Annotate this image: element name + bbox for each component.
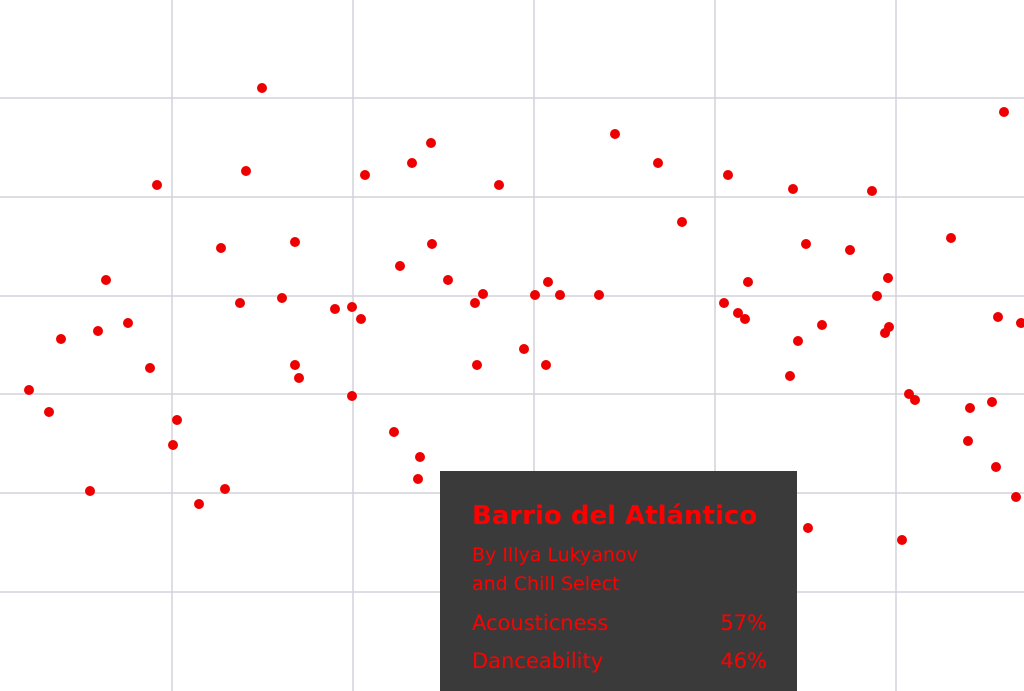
data-point[interactable] — [872, 291, 882, 301]
data-point[interactable] — [93, 326, 103, 336]
data-point[interactable] — [991, 462, 1001, 472]
data-point[interactable] — [785, 371, 795, 381]
data-point[interactable] — [897, 535, 907, 545]
data-point[interactable] — [963, 436, 973, 446]
stat-value: 46% — [720, 642, 767, 680]
data-point[interactable] — [356, 314, 366, 324]
tooltip-artist-line-1: By Illya Lukyanov — [472, 541, 767, 570]
data-point[interactable] — [290, 237, 300, 247]
data-point[interactable] — [44, 407, 54, 417]
data-point[interactable] — [987, 397, 997, 407]
data-point[interactable] — [443, 275, 453, 285]
stat-label: Acousticness — [472, 604, 608, 642]
data-point[interactable] — [803, 523, 813, 533]
data-point[interactable] — [1016, 318, 1024, 328]
data-point[interactable] — [555, 290, 565, 300]
data-point[interactable] — [740, 314, 750, 324]
data-point[interactable] — [883, 273, 893, 283]
data-point[interactable] — [946, 233, 956, 243]
data-point[interactable] — [85, 486, 95, 496]
data-point[interactable] — [543, 277, 553, 287]
tooltip-stats: Acousticness 57% Danceability 46% — [472, 604, 767, 680]
data-point[interactable] — [478, 289, 488, 299]
data-point[interactable] — [241, 166, 251, 176]
data-point[interactable] — [1011, 492, 1021, 502]
data-point[interactable] — [594, 290, 604, 300]
data-point[interactable] — [993, 312, 1003, 322]
data-point[interactable] — [494, 180, 504, 190]
data-point[interactable] — [788, 184, 798, 194]
data-point[interactable] — [541, 360, 551, 370]
data-point[interactable] — [152, 180, 162, 190]
data-point[interactable] — [653, 158, 663, 168]
data-point[interactable] — [347, 302, 357, 312]
data-point[interactable] — [910, 395, 920, 405]
data-point[interactable] — [220, 484, 230, 494]
data-point[interactable] — [330, 304, 340, 314]
data-point[interactable] — [168, 440, 178, 450]
data-point[interactable] — [123, 318, 133, 328]
data-point[interactable] — [24, 385, 34, 395]
data-point[interactable] — [999, 107, 1009, 117]
tooltip-artist-line-2: and Chill Select — [472, 570, 767, 599]
data-point[interactable] — [216, 243, 226, 253]
data-point[interactable] — [347, 391, 357, 401]
data-point[interactable] — [426, 138, 436, 148]
data-point[interactable] — [172, 415, 182, 425]
data-point[interactable] — [719, 298, 729, 308]
data-point[interactable] — [817, 320, 827, 330]
data-point[interactable] — [723, 170, 733, 180]
data-point[interactable] — [194, 499, 204, 509]
tooltip-title: Barrio del Atlántico — [472, 497, 767, 535]
data-point[interactable] — [470, 298, 480, 308]
data-point[interactable] — [101, 275, 111, 285]
data-point[interactable] — [294, 373, 304, 383]
tooltip-stat-row: Acousticness 57% — [472, 604, 767, 642]
data-point[interactable] — [395, 261, 405, 271]
data-point[interactable] — [389, 427, 399, 437]
data-point[interactable] — [360, 170, 370, 180]
data-point[interactable] — [407, 158, 417, 168]
data-point[interactable] — [677, 217, 687, 227]
song-tooltip: Barrio del Atlántico By Illya Lukyanov a… — [440, 471, 797, 691]
data-point[interactable] — [519, 344, 529, 354]
data-point[interactable] — [277, 293, 287, 303]
stat-value: 57% — [720, 604, 767, 642]
data-point[interactable] — [801, 239, 811, 249]
data-point[interactable] — [610, 129, 620, 139]
data-point[interactable] — [56, 334, 66, 344]
data-point[interactable] — [793, 336, 803, 346]
data-point[interactable] — [290, 360, 300, 370]
data-point[interactable] — [472, 360, 482, 370]
tooltip-stat-row: Danceability 46% — [472, 642, 767, 680]
data-point[interactable] — [257, 83, 267, 93]
data-point[interactable] — [884, 322, 894, 332]
data-point[interactable] — [427, 239, 437, 249]
data-point[interactable] — [867, 186, 877, 196]
data-point[interactable] — [965, 403, 975, 413]
data-point[interactable] — [415, 452, 425, 462]
stat-label: Danceability — [472, 642, 603, 680]
data-point[interactable] — [530, 290, 540, 300]
data-point[interactable] — [235, 298, 245, 308]
data-point[interactable] — [743, 277, 753, 287]
data-point[interactable] — [413, 474, 423, 484]
data-point[interactable] — [845, 245, 855, 255]
data-point[interactable] — [145, 363, 155, 373]
